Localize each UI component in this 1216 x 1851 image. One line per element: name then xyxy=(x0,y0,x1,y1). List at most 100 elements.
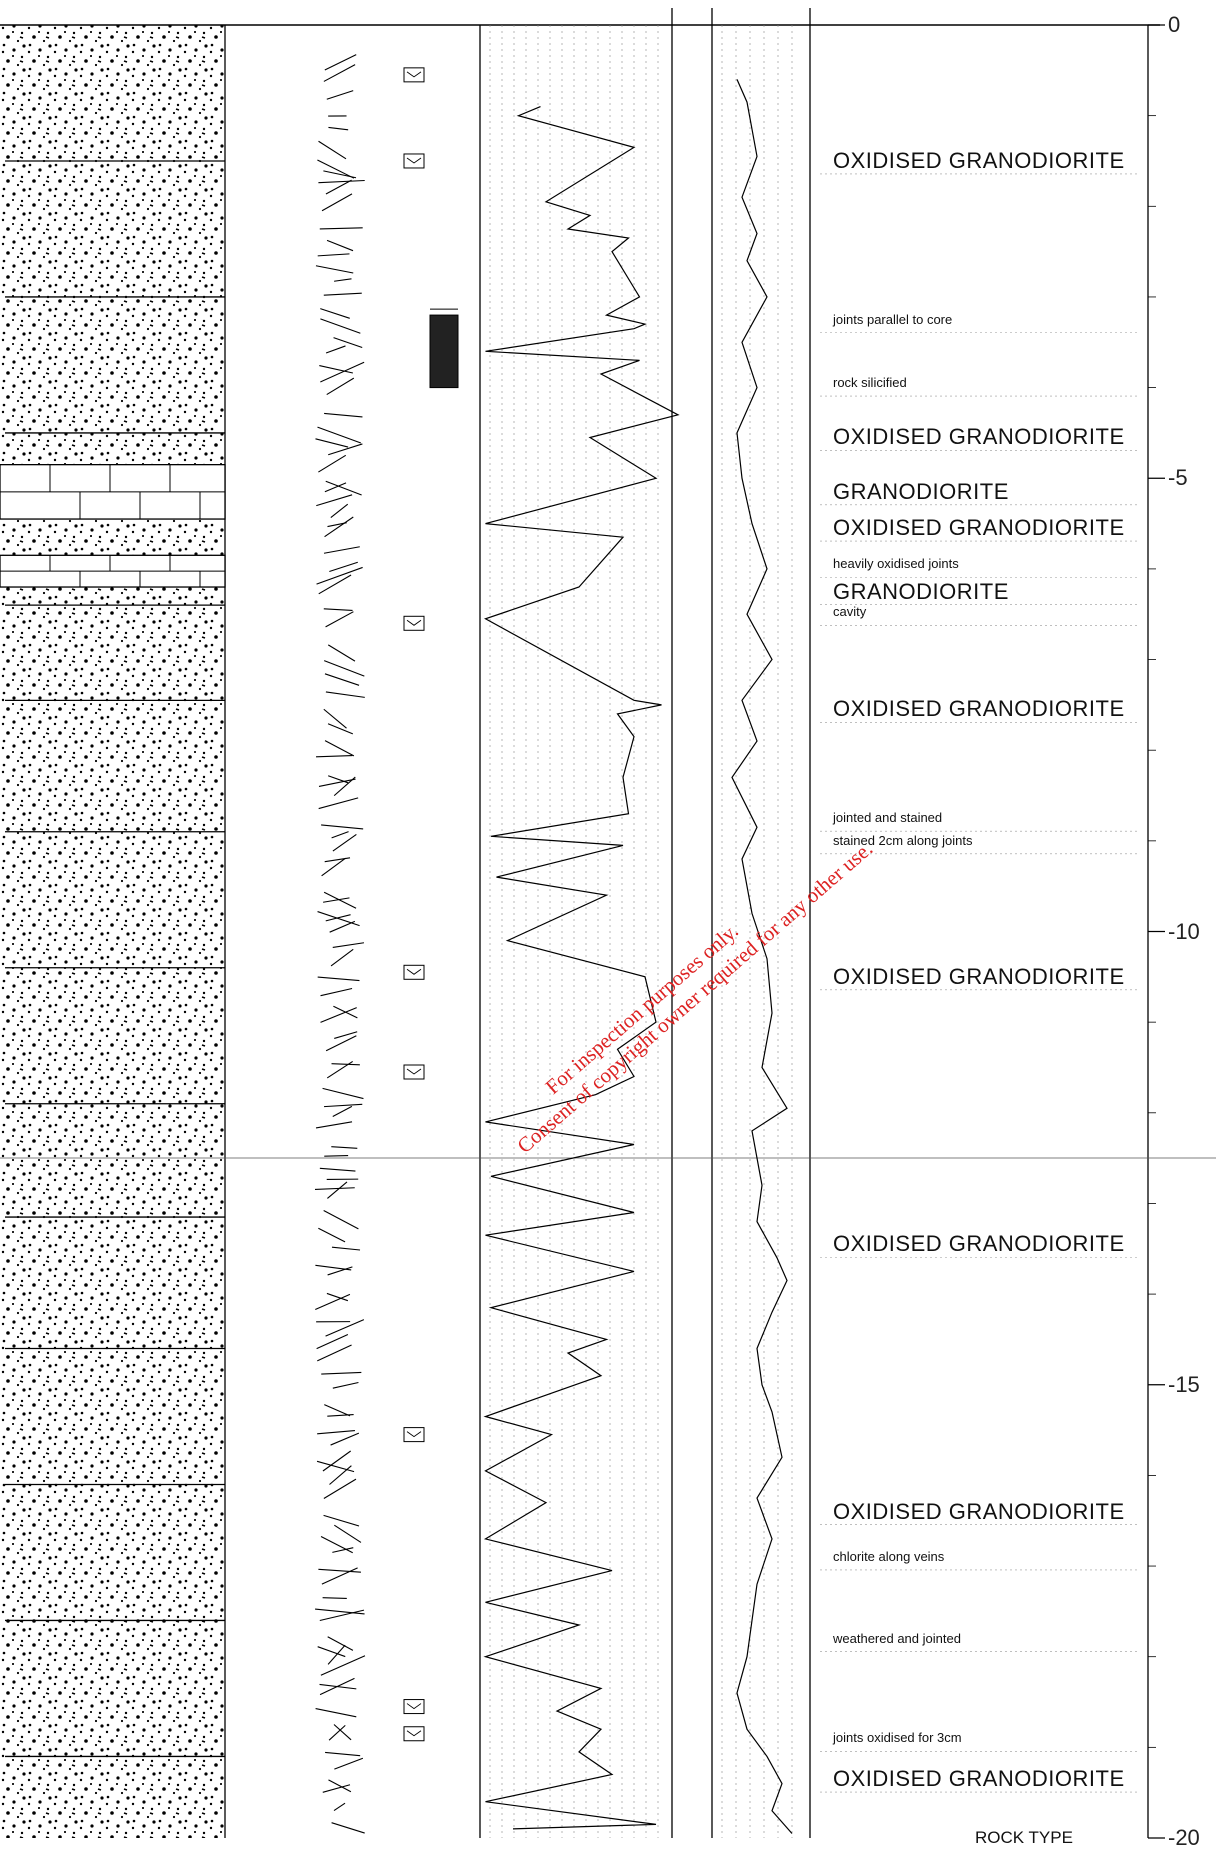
description-note: joints oxidised for 3cm xyxy=(833,1730,962,1745)
joint-trace xyxy=(324,892,356,908)
joint-trace xyxy=(320,228,363,229)
joint-trace xyxy=(329,1466,351,1485)
joint-trace xyxy=(334,1525,361,1542)
joint-trace xyxy=(331,949,353,966)
joint-trace xyxy=(316,495,352,506)
joint-trace xyxy=(318,1228,345,1242)
joint-trace xyxy=(318,977,360,981)
joint-column xyxy=(315,55,365,1833)
rock-type-label: GRANODIORITE xyxy=(833,479,1009,505)
rock-type-label: OXIDISED GRANODIORITE xyxy=(833,148,1125,174)
joint-trace xyxy=(318,912,360,926)
joint-trace xyxy=(334,1803,345,1810)
joint-trace xyxy=(317,1461,354,1471)
sample-box xyxy=(404,1700,424,1714)
joint-trace xyxy=(325,55,356,70)
joint-trace xyxy=(332,832,349,838)
description-note: chlorite along veins xyxy=(833,1549,944,1564)
joint-trace xyxy=(323,171,356,178)
joint-trace xyxy=(333,834,356,851)
sample-box xyxy=(404,965,424,979)
joint-trace xyxy=(332,1064,360,1065)
joint-trace xyxy=(325,858,350,862)
sample-box xyxy=(404,616,424,630)
joint-trace xyxy=(328,645,355,661)
joint-trace xyxy=(331,1433,359,1445)
joint-trace xyxy=(326,692,365,697)
joint-trace xyxy=(317,1431,355,1434)
rock-type-label: OXIDISED GRANODIORITE xyxy=(833,1766,1125,1792)
joint-trace xyxy=(331,1147,357,1149)
joint-trace xyxy=(316,1709,357,1717)
joint-trace xyxy=(319,798,358,809)
joint-trace xyxy=(315,1188,355,1190)
joint-trace xyxy=(328,1637,353,1651)
rock-type-label: GRANODIORITE xyxy=(833,579,1009,605)
joint-trace xyxy=(323,1451,351,1471)
joint-trace xyxy=(324,661,364,676)
rock-type-label: OXIDISED GRANODIORITE xyxy=(833,424,1125,450)
joint-trace xyxy=(324,1479,356,1498)
joint-trace xyxy=(329,562,357,571)
joint-trace xyxy=(323,1598,347,1599)
description-note: cavity xyxy=(833,604,866,619)
joint-trace xyxy=(321,989,353,996)
joint-trace xyxy=(324,1210,359,1228)
joint-trace xyxy=(326,612,354,627)
joint-trace xyxy=(332,1247,360,1250)
joint-trace xyxy=(324,1156,348,1157)
rock-type-label: OXIDISED GRANODIORITE xyxy=(833,1231,1125,1257)
joint-trace xyxy=(327,378,354,394)
joint-trace xyxy=(334,1758,363,1769)
joint-trace xyxy=(318,455,345,472)
joint-trace xyxy=(333,1382,359,1388)
depth-tick-label: -15 xyxy=(1168,1372,1200,1398)
description-note: joints parallel to core xyxy=(833,312,952,327)
joint-trace xyxy=(324,709,347,728)
joint-trace xyxy=(318,180,364,182)
joint-trace xyxy=(316,756,352,757)
lithology-column xyxy=(0,25,225,1838)
joint-trace xyxy=(315,1294,350,1309)
joint-trace xyxy=(321,1536,353,1552)
joint-trace xyxy=(321,1656,365,1675)
joint-trace xyxy=(325,741,354,756)
joint-trace xyxy=(320,1678,354,1694)
depth-tick-label: -5 xyxy=(1168,465,1188,491)
rock-type-label: OXIDISED GRANODIORITE xyxy=(833,515,1125,541)
joint-trace xyxy=(328,776,348,783)
joint-trace xyxy=(320,309,349,319)
joint-trace xyxy=(332,1823,365,1833)
joint-trace xyxy=(320,319,360,333)
joint-trace xyxy=(327,240,353,250)
joint-trace xyxy=(324,293,362,295)
joint-trace xyxy=(318,254,350,256)
joint-trace xyxy=(334,338,363,348)
joint-trace xyxy=(328,444,362,455)
joint-trace xyxy=(326,346,345,353)
joint-trace xyxy=(334,777,355,796)
joint-trace xyxy=(333,1106,352,1116)
joint-trace xyxy=(328,724,353,734)
footer-label: ROCK TYPE xyxy=(975,1828,1073,1848)
joint-trace xyxy=(317,1334,348,1348)
joint-trace xyxy=(327,91,353,100)
sample-box xyxy=(404,1727,424,1741)
joint-trace xyxy=(318,1647,346,1657)
joint-trace xyxy=(315,439,348,447)
description-note: rock silicified xyxy=(833,375,907,390)
joint-trace xyxy=(325,674,359,685)
joint-trace xyxy=(324,547,360,553)
joint-trace xyxy=(316,1122,352,1128)
sample-box xyxy=(404,1065,424,1079)
joint-trace xyxy=(327,1182,347,1198)
rock-type-label: OXIDISED GRANODIORITE xyxy=(833,964,1125,990)
joint-trace xyxy=(317,160,353,178)
joint-trace xyxy=(324,65,355,82)
joint-trace xyxy=(334,1725,351,1740)
joint-trace xyxy=(328,1645,345,1664)
joint-trace xyxy=(325,1752,360,1755)
description-note: heavily oxidised joints xyxy=(833,556,959,571)
sample-box xyxy=(404,1428,424,1442)
joint-trace xyxy=(326,1036,356,1051)
